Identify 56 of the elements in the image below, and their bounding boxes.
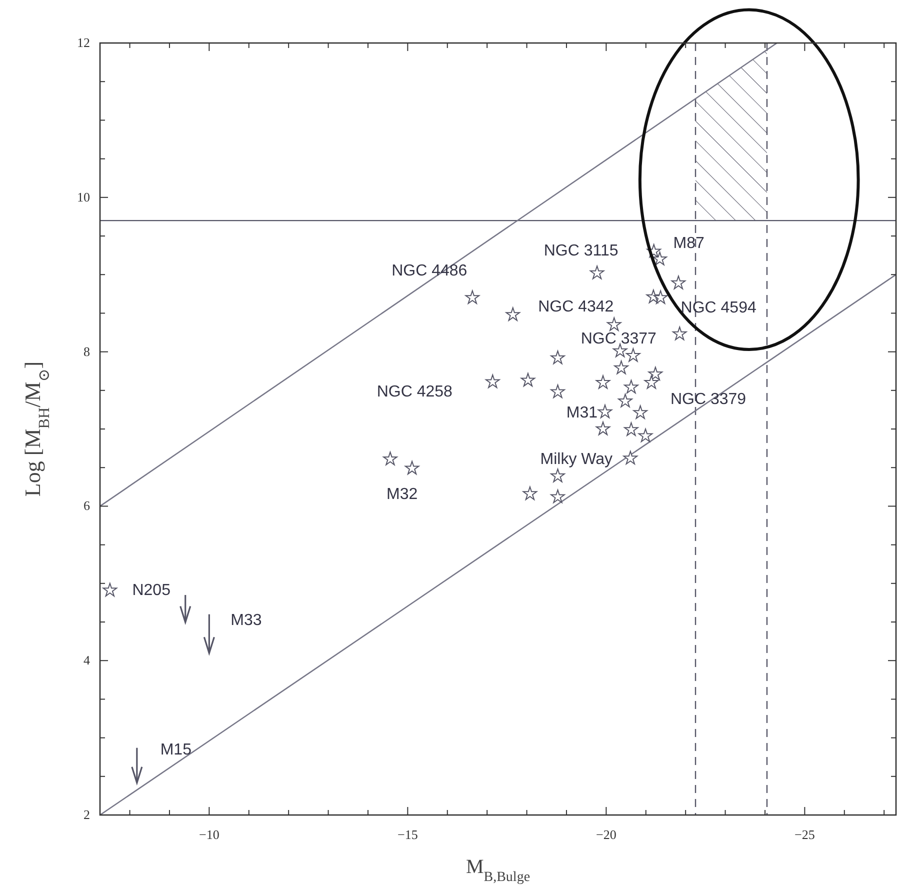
point [671, 276, 686, 290]
point [624, 380, 638, 394]
point [633, 405, 648, 419]
x-tick-label: −10 [199, 827, 220, 842]
annotation: NGC 4342 [538, 298, 614, 316]
point [596, 375, 610, 389]
annotation: NGC 3379 [670, 390, 746, 408]
point [550, 489, 565, 504]
y-tick-label: 2 [84, 807, 90, 822]
point [638, 428, 653, 442]
point [652, 252, 667, 266]
point [465, 290, 480, 304]
point [618, 394, 632, 408]
x-axis-title: M$_{B,Bulge}$ [466, 856, 530, 884]
annotation: NGC 4594 [680, 299, 756, 316]
point [672, 326, 687, 340]
annotation: Milky Way [540, 450, 613, 468]
point [653, 290, 668, 304]
point [485, 374, 500, 388]
point [522, 486, 538, 500]
point [550, 384, 565, 398]
point [404, 460, 420, 475]
y-tick-label: 4 [84, 652, 90, 668]
point [550, 350, 565, 364]
point [612, 344, 628, 358]
point [596, 422, 610, 436]
y-tick-label: 8 [84, 344, 90, 359]
annotation: M33 [230, 612, 262, 629]
annotation: NGC 3115 [544, 242, 618, 260]
x-tick-label: −25 [794, 827, 815, 842]
annotation: M87 [673, 235, 704, 252]
point [624, 422, 638, 436]
x-tick-label: −15 [398, 827, 418, 842]
y-tick-label: 12 [77, 35, 90, 50]
annotation: N205 [132, 582, 171, 599]
point [550, 468, 565, 482]
annotation: NGC 3377 [580, 330, 657, 348]
x-tick-label: −20 [596, 827, 616, 842]
point [623, 450, 638, 464]
point [590, 266, 604, 280]
point [648, 366, 663, 380]
annotation: M15 [160, 741, 192, 758]
annotation: NGC 4258 [376, 384, 453, 401]
y-tick-label: 10 [77, 189, 90, 204]
point [606, 317, 622, 331]
point [626, 348, 640, 362]
point [383, 452, 398, 466]
point [598, 404, 612, 418]
point [506, 307, 520, 321]
annotation: M31 [566, 404, 598, 422]
point [102, 582, 118, 597]
point [644, 375, 659, 389]
annotation: M32 [386, 486, 418, 503]
point [614, 360, 628, 374]
y-tick-label: 6 [84, 498, 90, 514]
point [520, 372, 536, 387]
